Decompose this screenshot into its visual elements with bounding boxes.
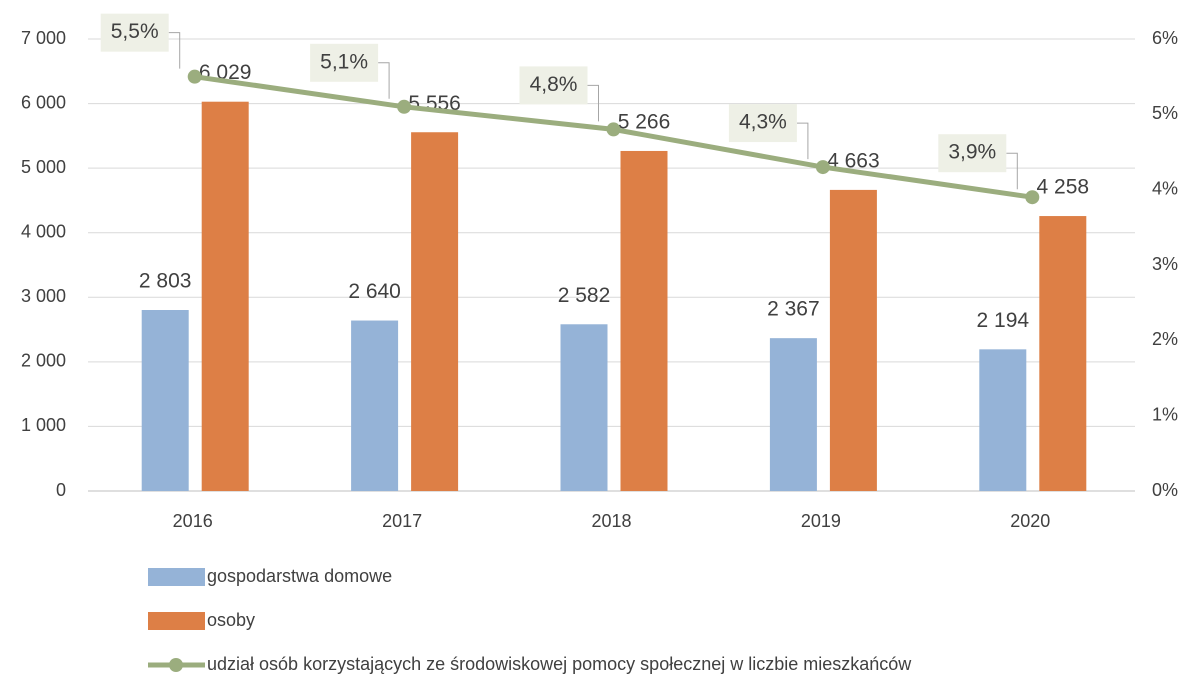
leader-line xyxy=(796,122,809,160)
x-tick-label: 2019 xyxy=(801,511,841,531)
leader-line xyxy=(378,62,390,99)
y-tick-label: 3 000 xyxy=(21,286,66,306)
bar xyxy=(1039,216,1087,491)
label-box xyxy=(519,66,588,105)
y-tick-label: 0 xyxy=(56,480,66,500)
legend-label: osoby xyxy=(207,610,255,630)
y-tick-label: 7 000 xyxy=(21,28,66,48)
x-tick-label: 2017 xyxy=(382,511,422,531)
label-box xyxy=(728,104,797,143)
line-value-label: 5,5% xyxy=(111,20,159,43)
line-point xyxy=(187,69,202,84)
line-point xyxy=(815,160,830,175)
y-tick-label: 6 000 xyxy=(21,92,66,112)
y-tick-label: 1 000 xyxy=(21,415,66,435)
label-box xyxy=(310,43,379,82)
bar-value-label: 2 367 xyxy=(767,298,820,321)
bar xyxy=(829,189,877,491)
legend-label: udział osób korzystających ze środowisko… xyxy=(207,654,912,674)
x-tick-label: 2016 xyxy=(173,511,213,531)
bar xyxy=(351,320,399,491)
bar xyxy=(141,310,189,491)
line-value-label: 5,1% xyxy=(320,50,368,73)
label-box xyxy=(938,134,1007,173)
line-value-label: 3,9% xyxy=(948,141,996,164)
legend-swatch xyxy=(148,568,205,586)
y2-tick-label: 0% xyxy=(1152,480,1178,500)
y2-tick-label: 2% xyxy=(1152,329,1178,349)
bar-value-label: 2 194 xyxy=(977,309,1030,332)
bar-value-label: 4 258 xyxy=(1037,176,1090,199)
y2-tick-label: 1% xyxy=(1152,404,1178,424)
y2-tick-label: 3% xyxy=(1152,254,1178,274)
bar xyxy=(560,324,608,491)
bar-value-label: 2 640 xyxy=(348,280,401,303)
bar-value-label: 4 663 xyxy=(827,149,880,172)
bar-value-label: 2 803 xyxy=(139,270,192,293)
line-point xyxy=(606,122,621,137)
line-value-label: 4,8% xyxy=(530,73,578,96)
y-tick-label: 4 000 xyxy=(21,221,66,241)
bar xyxy=(769,338,817,491)
bar xyxy=(979,349,1027,491)
y2-tick-label: 6% xyxy=(1152,28,1178,48)
x-tick-label: 2020 xyxy=(1010,511,1050,531)
bar-value-label: 2 582 xyxy=(558,284,611,307)
legend-marker xyxy=(169,658,183,672)
y-tick-label: 2 000 xyxy=(21,351,66,371)
bar-value-label: 5 266 xyxy=(618,111,671,134)
line-point xyxy=(397,99,412,114)
line-value-label: 4,3% xyxy=(739,111,787,134)
bar xyxy=(620,150,668,491)
leader-line xyxy=(168,32,181,69)
legend-label: gospodarstwa domowe xyxy=(207,566,392,586)
y-tick-label: 5 000 xyxy=(21,157,66,177)
leader-line xyxy=(587,84,599,122)
line-point xyxy=(1025,190,1040,205)
legend-swatch xyxy=(148,612,205,630)
bar xyxy=(201,101,249,492)
y2-tick-label: 5% xyxy=(1152,103,1178,123)
leader-line xyxy=(1006,152,1018,190)
line xyxy=(194,74,1033,200)
bar xyxy=(411,132,459,491)
x-tick-label: 2018 xyxy=(591,511,631,531)
y2-tick-label: 4% xyxy=(1152,178,1178,198)
label-box xyxy=(100,13,169,52)
